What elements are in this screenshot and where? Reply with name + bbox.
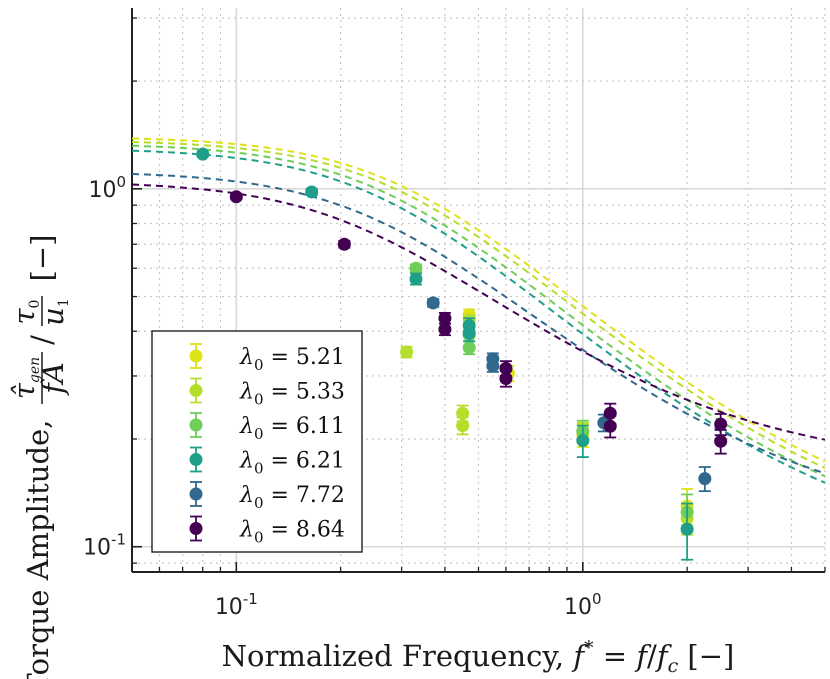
legend-label: λ0 = 8.64	[239, 518, 345, 547]
data-point	[499, 372, 513, 386]
data-point	[714, 434, 728, 448]
data-point	[409, 272, 423, 286]
data-point	[196, 147, 210, 161]
data-point	[229, 190, 243, 204]
x-axis-title: Normalized Frequency, f* = f/fc [−]	[222, 637, 735, 677]
legend-item: λ0 = 6.21	[189, 446, 345, 478]
legend-marker	[189, 384, 203, 397]
y-axis-divide: /	[25, 335, 59, 345]
legend-label: λ0 = 5.21	[239, 345, 345, 374]
data-point	[698, 472, 712, 486]
y-axis-title-text: Torque Amplitude,	[21, 420, 55, 679]
legend-label: λ0 = 5.33	[239, 380, 345, 409]
fit-curve-3	[131, 149, 826, 484]
x-tick-label-0.1: 10-1	[215, 590, 258, 620]
data-point	[486, 359, 500, 373]
fit-curve-5	[131, 183, 826, 441]
legend-marker	[189, 487, 203, 501]
grid	[131, 8, 826, 572]
data-point	[438, 322, 452, 336]
legend-label: λ0 = 6.11	[239, 414, 345, 443]
data-point	[714, 417, 728, 431]
legend-item: λ0 = 6.11	[189, 412, 345, 443]
y-axis-fraction2-denominator: u1	[36, 298, 72, 326]
fit-curve-0	[131, 137, 826, 463]
legend-marker	[189, 418, 203, 432]
legend-item: λ0 = 7.72	[189, 481, 345, 512]
data-point	[400, 345, 414, 359]
legend-item: λ0 = 8.64	[189, 515, 345, 547]
data-point	[305, 185, 319, 199]
data-point	[576, 434, 590, 448]
data-point	[680, 522, 694, 536]
data-point	[409, 261, 423, 275]
legend-marker	[189, 522, 203, 535]
axes	[131, 8, 826, 573]
data-point	[462, 326, 476, 340]
y-tick-label-0.1: 10-1	[83, 531, 126, 561]
y-axis-unit: [−]	[25, 235, 59, 282]
y-tick-label-1: 100	[88, 173, 126, 203]
data-point	[337, 237, 351, 251]
data-point	[438, 311, 452, 325]
data-points	[196, 147, 728, 561]
data-point	[426, 296, 440, 310]
fit-curve-2	[131, 144, 826, 478]
legend-label: λ0 = 7.72	[239, 483, 345, 512]
legend-marker	[189, 453, 203, 466]
data-point	[456, 419, 470, 433]
y-axis-fraction2-numerator: τ0	[7, 300, 43, 325]
data-point	[462, 341, 476, 355]
legend-item: λ0 = 5.33	[189, 377, 345, 409]
fit-curve-4	[131, 172, 826, 475]
data-point	[603, 419, 617, 433]
fit-curve-1	[131, 141, 826, 469]
legend-item: λ0 = 5.21	[189, 343, 345, 374]
fit-curves	[131, 137, 826, 484]
y-axis-fraction-denominator: fA	[36, 362, 70, 396]
legend-box	[151, 330, 363, 553]
legend: λ0 = 5.21 λ0 = 5.33 λ0 = 6.11 λ0 = 6.21 λ0 =…	[151, 330, 363, 553]
legend-marker	[189, 349, 203, 363]
x-tick-label-1: 100	[564, 590, 602, 620]
y-axis-title: Torque Amplitude, τ̂gen fA / τ0 u1 [−]	[7, 235, 72, 679]
y-axis-fraction-numerator: τ̂gen	[7, 357, 43, 399]
legend-label: λ0 = 6.21	[239, 449, 345, 478]
